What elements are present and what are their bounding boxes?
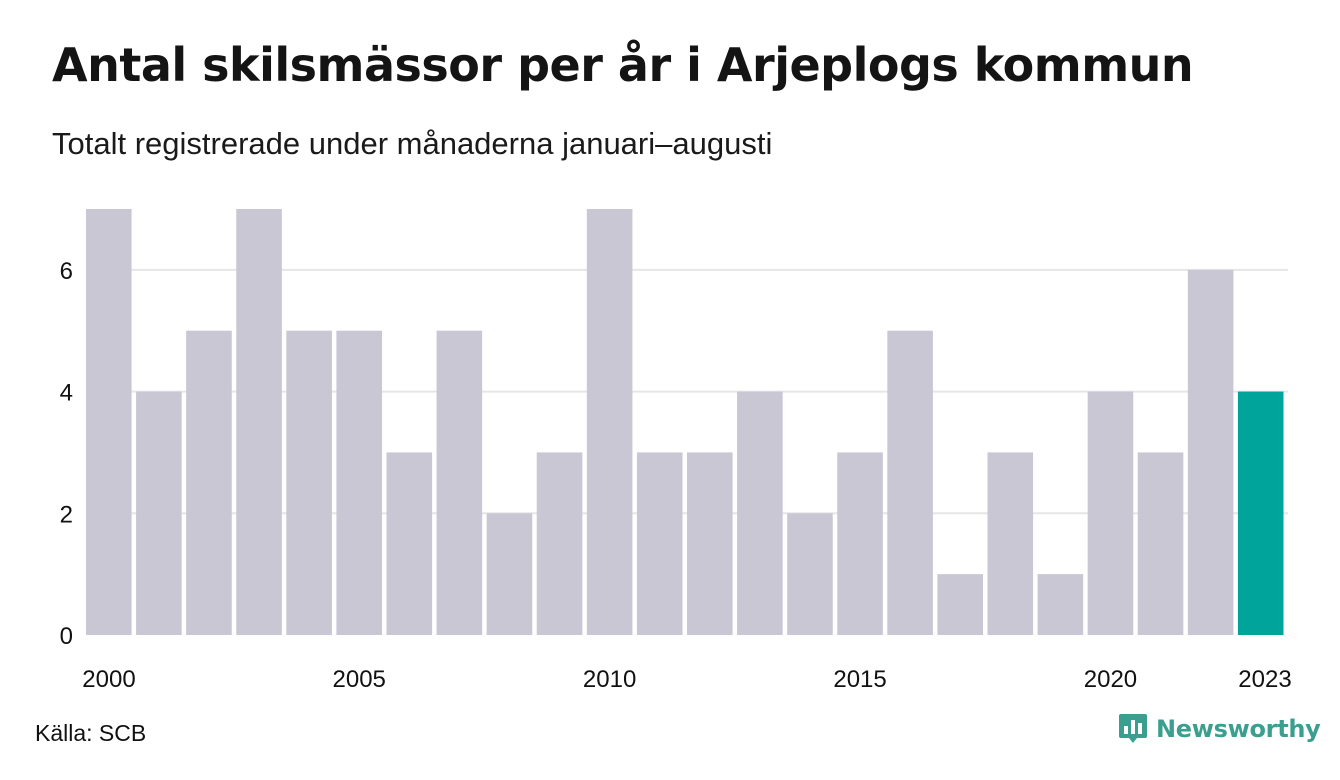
bar-2023 <box>1237 391 1284 635</box>
x-tick-label: 2020 <box>1084 666 1137 693</box>
chart-subtitle: Totalt registrerade under månaderna janu… <box>52 126 773 161</box>
bar-2000 <box>86 209 132 635</box>
bar-2013 <box>737 391 783 635</box>
bar-2002 <box>186 330 232 635</box>
bar-2018 <box>987 452 1034 635</box>
bar-2006 <box>386 452 433 635</box>
bar-2017 <box>937 574 983 635</box>
y-tick-label: 4 <box>60 380 73 407</box>
bar-2009 <box>536 452 583 635</box>
bar-2011 <box>636 452 683 635</box>
bar-2008 <box>486 513 533 635</box>
y-tick-label: 2 <box>60 501 73 528</box>
x-tick-label: 2010 <box>583 666 636 693</box>
y-tick-label: 0 <box>60 623 73 650</box>
chart-title: Antal skilsmässor per år i Arjeplogs kom… <box>52 38 1194 92</box>
x-tick-label: 2023 <box>1238 666 1291 693</box>
bar-2016 <box>887 330 933 635</box>
y-axis-ticks: 0 2 4 6 <box>60 258 73 650</box>
bar-2004 <box>286 330 332 635</box>
newsworthy-brand: Newsworthy <box>1118 712 1321 746</box>
source-note: Källa: SCB <box>35 720 147 746</box>
bar-2007 <box>436 330 483 635</box>
bar-2010 <box>586 209 633 635</box>
x-axis-ticks: 2000 2005 2010 2015 2020 2023 <box>82 666 1291 693</box>
bar-2001 <box>136 391 182 635</box>
bar-2015 <box>837 452 883 635</box>
bar-2021 <box>1137 452 1184 635</box>
bar-2022 <box>1187 269 1234 635</box>
bar-2014 <box>787 513 833 635</box>
y-tick-label: 6 <box>60 258 73 285</box>
bar-2020 <box>1087 391 1134 635</box>
bar-2005 <box>336 330 382 635</box>
newsworthy-logo-icon <box>1119 714 1147 743</box>
bar-2012 <box>687 452 733 635</box>
bar-chart: 0 2 4 6 2000 2005 2010 2015 2020 2023 <box>60 209 1292 693</box>
x-tick-label: 2000 <box>82 666 135 693</box>
bar-2019 <box>1037 574 1084 635</box>
x-tick-label: 2005 <box>333 666 386 693</box>
brand-name: Newsworthy <box>1156 715 1321 743</box>
bars <box>86 209 1284 635</box>
bar-2003 <box>236 209 282 635</box>
x-tick-label: 2015 <box>833 666 886 693</box>
